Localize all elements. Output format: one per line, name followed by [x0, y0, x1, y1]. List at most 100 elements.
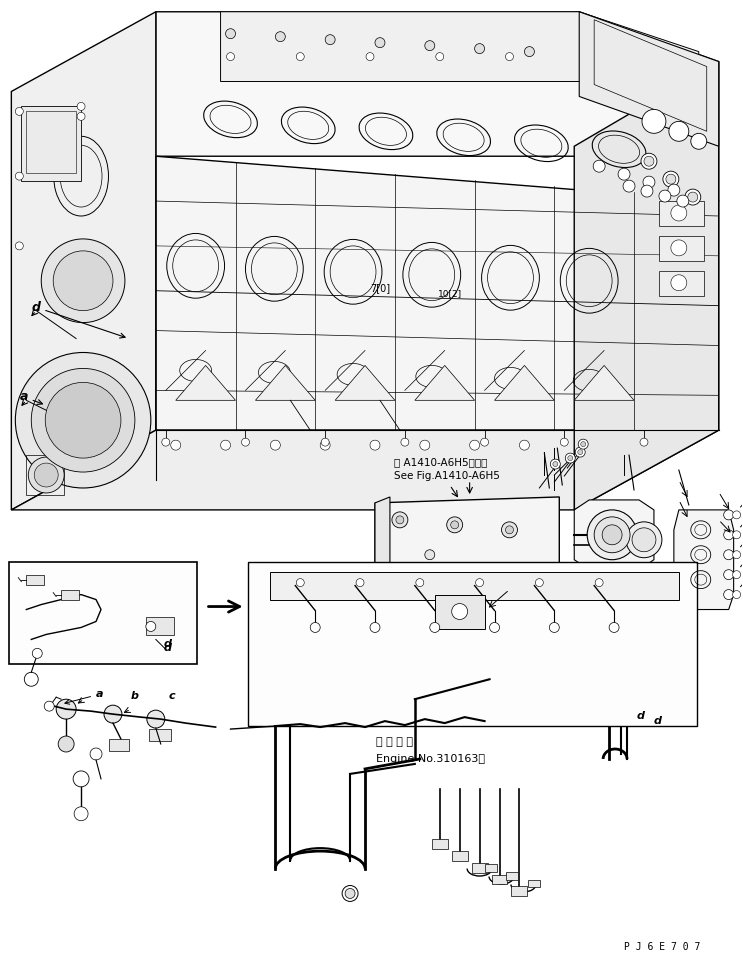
- Circle shape: [356, 579, 364, 587]
- Circle shape: [429, 622, 440, 632]
- Circle shape: [641, 153, 657, 169]
- Circle shape: [77, 112, 85, 121]
- Circle shape: [451, 521, 458, 529]
- Bar: [10, 562, 197, 664]
- Circle shape: [392, 511, 408, 528]
- Polygon shape: [11, 12, 156, 510]
- Circle shape: [668, 184, 680, 196]
- Circle shape: [447, 517, 463, 533]
- Circle shape: [733, 510, 741, 519]
- Circle shape: [345, 889, 355, 898]
- Circle shape: [162, 438, 169, 446]
- Circle shape: [476, 579, 484, 587]
- Bar: [432, 839, 448, 848]
- Bar: [659, 201, 704, 226]
- Circle shape: [641, 185, 653, 197]
- Circle shape: [568, 455, 573, 460]
- Circle shape: [602, 525, 622, 545]
- Circle shape: [549, 622, 559, 632]
- Circle shape: [270, 440, 280, 450]
- Circle shape: [366, 53, 374, 61]
- Circle shape: [401, 438, 409, 446]
- Circle shape: [490, 622, 499, 632]
- Circle shape: [32, 648, 42, 658]
- Circle shape: [671, 240, 687, 256]
- Polygon shape: [156, 156, 718, 430]
- Circle shape: [553, 461, 558, 466]
- Circle shape: [396, 516, 404, 524]
- Circle shape: [663, 171, 679, 187]
- Circle shape: [28, 457, 64, 493]
- Bar: [248, 562, 697, 726]
- Bar: [484, 864, 496, 871]
- Polygon shape: [335, 366, 395, 400]
- Circle shape: [241, 438, 250, 446]
- Bar: [528, 879, 540, 888]
- Circle shape: [688, 192, 698, 202]
- Bar: [109, 739, 129, 751]
- Circle shape: [342, 886, 358, 901]
- Circle shape: [16, 107, 23, 116]
- Polygon shape: [375, 497, 559, 574]
- Circle shape: [594, 517, 630, 553]
- Circle shape: [31, 369, 135, 472]
- Circle shape: [623, 180, 635, 192]
- Circle shape: [226, 29, 236, 39]
- Circle shape: [685, 189, 701, 205]
- Circle shape: [560, 438, 568, 446]
- Circle shape: [733, 551, 741, 559]
- Bar: [26, 111, 76, 173]
- Circle shape: [320, 440, 330, 450]
- Circle shape: [575, 447, 585, 457]
- Circle shape: [146, 621, 156, 631]
- Circle shape: [311, 622, 320, 632]
- Polygon shape: [495, 366, 554, 400]
- Polygon shape: [221, 12, 698, 117]
- Circle shape: [618, 168, 630, 180]
- Circle shape: [536, 579, 543, 587]
- Circle shape: [325, 35, 335, 44]
- Circle shape: [671, 275, 687, 290]
- Circle shape: [525, 46, 534, 57]
- Circle shape: [416, 579, 424, 587]
- Circle shape: [609, 622, 619, 632]
- Circle shape: [221, 440, 230, 450]
- Polygon shape: [11, 430, 718, 510]
- Circle shape: [425, 550, 435, 560]
- Text: See Fig.A1410-A6H5: See Fig.A1410-A6H5: [394, 471, 500, 481]
- Circle shape: [724, 510, 733, 520]
- Polygon shape: [375, 567, 574, 596]
- Bar: [149, 730, 171, 741]
- Polygon shape: [574, 366, 634, 400]
- Circle shape: [505, 53, 513, 61]
- Circle shape: [724, 590, 733, 599]
- Circle shape: [16, 352, 151, 488]
- Bar: [659, 271, 704, 295]
- Polygon shape: [156, 12, 718, 201]
- Text: Engine No.310163～: Engine No.310163～: [376, 754, 485, 764]
- Circle shape: [435, 53, 444, 61]
- Polygon shape: [580, 12, 718, 147]
- Polygon shape: [270, 571, 679, 599]
- Polygon shape: [435, 594, 484, 629]
- Circle shape: [733, 570, 741, 579]
- Bar: [26, 455, 64, 495]
- Circle shape: [626, 522, 662, 558]
- Circle shape: [34, 463, 58, 487]
- Circle shape: [104, 705, 122, 723]
- Text: b: b: [131, 691, 139, 702]
- Circle shape: [669, 122, 689, 141]
- Text: d: d: [163, 640, 172, 649]
- Bar: [492, 874, 507, 885]
- Text: 7[0]: 7[0]: [370, 283, 390, 292]
- Bar: [61, 590, 79, 599]
- Polygon shape: [674, 510, 733, 610]
- Bar: [659, 235, 704, 261]
- Circle shape: [642, 109, 666, 133]
- Bar: [511, 887, 528, 896]
- Circle shape: [640, 438, 648, 446]
- Polygon shape: [176, 366, 236, 400]
- Circle shape: [502, 522, 517, 538]
- Circle shape: [505, 526, 513, 534]
- Circle shape: [45, 702, 54, 711]
